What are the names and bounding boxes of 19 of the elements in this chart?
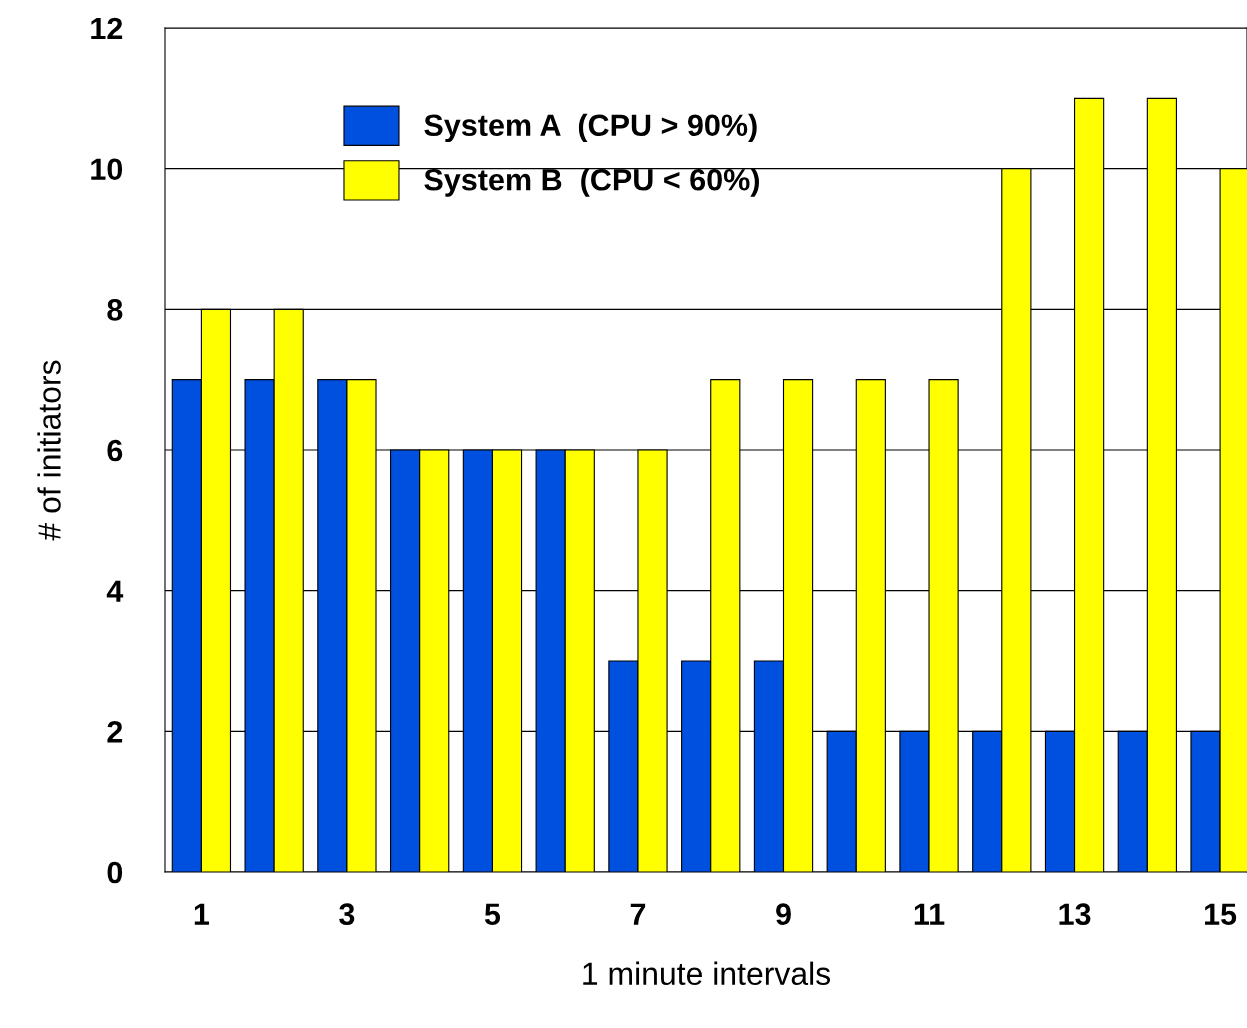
x-tick-label: 5 <box>484 903 501 925</box>
legend-label: System A (CPU > 90%) <box>424 113 757 143</box>
y-axis-title: # of initiators <box>37 360 61 541</box>
y-tick-label: 0 <box>107 861 123 884</box>
legend-label: System B (CPU < 60%) <box>424 168 759 197</box>
x-tick-label: 7 <box>630 903 646 925</box>
y-tick-label: 8 <box>107 299 123 321</box>
x-tick-label: 3 <box>339 903 355 926</box>
y-tick-label: 2 <box>107 721 123 743</box>
x-tick-label: 1 <box>194 903 210 925</box>
y-tick-label: 10 <box>91 158 123 181</box>
y-tick-label: 4 <box>106 580 124 602</box>
x-tick-label: 9 <box>776 903 791 925</box>
y-tick-label: 12 <box>91 17 123 40</box>
y-tick-label: 6 <box>107 439 123 462</box>
x-tick-label: 15 <box>1205 903 1237 925</box>
x-axis-title: 1 minute intervals <box>583 961 831 986</box>
x-tick-label: 13 <box>1059 903 1091 926</box>
x-tick-label: 11 <box>914 903 945 925</box>
